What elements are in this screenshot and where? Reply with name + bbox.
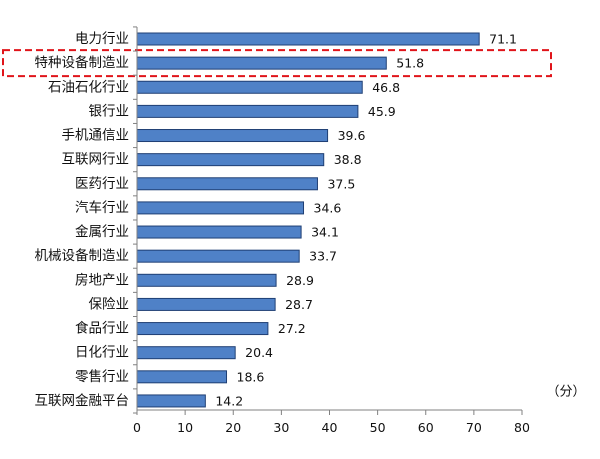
category-label-10: 房地产业: [75, 272, 129, 288]
bar-7: [136, 201, 305, 215]
value-label-1: 51.8: [396, 56, 424, 71]
bar-10: [136, 273, 277, 287]
value-label-13: 20.4: [245, 345, 273, 360]
category-label-3: 银行业: [89, 103, 130, 119]
x-tick-label-0: 0: [133, 420, 141, 435]
category-label-2: 石油石化行业: [48, 79, 129, 95]
bar-13: [136, 346, 236, 360]
x-tick-label-8: 80: [514, 420, 530, 435]
value-label-12: 27.2: [278, 321, 306, 336]
x-tick-label-1: 10: [177, 420, 193, 435]
labels-layer: 电力行业 71.1 特种设备制造业 51.8 石油石化行业 46.8 银行业 45.9 手机通信…: [35, 31, 586, 435]
value-label-8: 34.1: [311, 225, 339, 240]
category-label-7: 汽车行业: [75, 199, 129, 216]
value-label-2: 46.8: [372, 80, 400, 95]
category-label-8: 金属行业: [75, 224, 129, 240]
category-label-12: 食品行业: [75, 320, 129, 337]
bar-2: [136, 80, 363, 94]
value-label-3: 45.9: [368, 104, 396, 119]
bar-5: [136, 153, 325, 167]
bar-6: [136, 177, 318, 191]
bar-12: [136, 322, 269, 336]
bars-layer: [136, 32, 480, 408]
value-label-11: 28.7: [285, 297, 313, 312]
value-label-14: 18.6: [237, 369, 265, 384]
bar-9: [136, 249, 300, 263]
value-label-5: 38.8: [334, 152, 362, 167]
bar-3: [136, 104, 359, 118]
bar-4: [136, 129, 329, 143]
bar-0: [136, 32, 480, 46]
value-label-10: 28.9: [286, 273, 314, 288]
bar-8: [136, 225, 302, 239]
category-label-0: 电力行业: [75, 31, 129, 47]
bar-14: [136, 370, 228, 384]
category-label-9: 机械设备制造业: [35, 247, 130, 264]
value-label-0: 71.1: [489, 32, 517, 47]
value-label-9: 33.7: [309, 249, 337, 264]
category-label-11: 保险业: [89, 296, 130, 312]
value-label-4: 39.6: [338, 128, 366, 143]
highlight-layer: [2, 49, 552, 78]
category-label-13: 日化行业: [75, 345, 129, 361]
axis-layer: [133, 26, 523, 415]
highlight-box: [2, 49, 552, 78]
x-tick-label-6: 60: [418, 420, 434, 435]
category-label-6: 医药行业: [75, 176, 129, 192]
value-label-7: 34.6: [314, 200, 342, 215]
category-label-1: 特种设备制造业: [35, 54, 130, 71]
bar-11: [136, 297, 276, 311]
category-label-5: 互联网行业: [62, 152, 130, 168]
x-tick-label-5: 50: [370, 420, 386, 435]
category-label-14: 零售行业: [75, 369, 129, 385]
category-label-15: 互联网金融平台: [35, 393, 130, 409]
bar-1: [136, 56, 387, 70]
unit-label: （分）: [546, 385, 585, 400]
value-label-15: 14.2: [215, 393, 243, 408]
x-tick-label-2: 20: [225, 420, 241, 435]
x-tick-label-4: 40: [322, 420, 338, 435]
category-label-4: 手机通信业: [62, 128, 130, 144]
x-tick-label-7: 70: [466, 420, 482, 435]
x-tick-label-3: 30: [273, 420, 289, 435]
value-label-6: 37.5: [327, 176, 355, 191]
bar-15: [136, 394, 206, 408]
